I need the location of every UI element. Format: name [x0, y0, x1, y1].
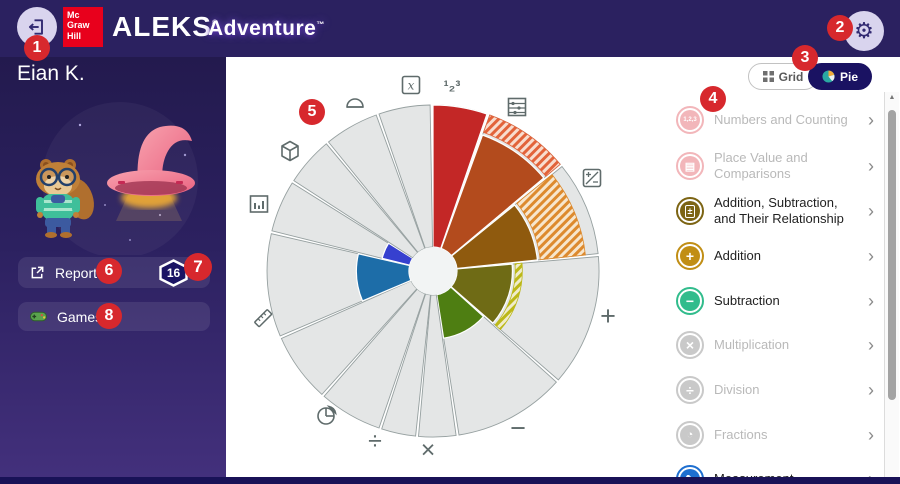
topic-label: Measurement	[714, 471, 848, 477]
topic-item-numbers-and-counting[interactable]: 1,2,3 Numbers and Counting ›	[676, 98, 882, 142]
chevron-right-icon: ›	[868, 379, 874, 400]
topic-item-place-value[interactable]: ▤ Place Value and Comparisons ›	[676, 144, 882, 188]
topic-item-multiplication[interactable]: × Multiplication ›	[676, 323, 882, 367]
view-toggle: Grid Pie	[748, 63, 872, 90]
chevron-right-icon: ›	[868, 109, 874, 130]
chevron-right-icon: ›	[868, 245, 874, 266]
pie-label: Pie	[839, 69, 858, 84]
callout-6: 6	[96, 258, 122, 284]
callout-3: 3	[792, 45, 818, 71]
pie-wedge-hatch-seg-3[interactable]	[516, 174, 586, 261]
svg-text:x: x	[408, 79, 415, 93]
document-icon: ▤	[676, 152, 704, 180]
ruler-icon	[251, 306, 275, 330]
pie-chart-icon	[315, 403, 339, 427]
fraction-icon: ◔	[676, 421, 704, 449]
topic-label: Place Value and Comparisons	[714, 149, 808, 181]
topic-item-addition[interactable]: + Addition ›	[676, 234, 882, 278]
gear-icon: ⚙	[854, 18, 874, 43]
pie-wedge-hatch-seg-2[interactable]	[482, 114, 561, 177]
plus-icon: +	[676, 242, 704, 270]
bottom-bar	[0, 477, 900, 484]
topic-item-division[interactable]: ÷ Division ›	[676, 368, 882, 412]
mh-logo-line: Mc	[67, 10, 80, 20]
pie-view-icon	[822, 70, 835, 83]
external-link-icon	[31, 266, 44, 279]
main-content: Grid Pie	[226, 57, 900, 477]
divide-icon: ÷	[368, 426, 382, 455]
topic-item-subtraction[interactable]: − Subtraction ›	[676, 279, 882, 323]
topics-scrollbar[interactable]: ▲	[884, 92, 899, 477]
pie-wedge-hatch-seg-4[interactable]	[494, 262, 523, 331]
topic-label: Addition	[714, 247, 761, 263]
chevron-right-icon: ›	[868, 290, 874, 311]
topic-label: Numbers and Counting	[714, 111, 848, 127]
character-illustration	[36, 102, 198, 255]
topic-label: Subtraction	[714, 292, 780, 308]
pie-wedge-seg-13[interactable]	[327, 114, 426, 253]
topic-label: Multiplication	[714, 336, 790, 352]
student-name: Eian K.	[17, 62, 85, 85]
chevron-right-icon: ›	[868, 424, 874, 445]
abacus-icon	[505, 95, 529, 119]
plus-icon: +	[600, 300, 616, 331]
topic-item-addition-subtraction-relationship[interactable]: ± Addition, Subtraction, and Their Relat…	[676, 189, 882, 233]
cube-icon	[278, 139, 302, 163]
product-title: Adventure™	[208, 17, 325, 40]
spaceship-illustration	[107, 125, 195, 221]
topic-item-measurement[interactable]: ✎ Measurement ›	[676, 457, 882, 477]
callout-4: 4	[700, 86, 726, 112]
topic-label: Division	[714, 381, 760, 397]
exit-icon	[28, 19, 43, 35]
brand-title: ALEKS®	[112, 11, 219, 42]
chevron-right-icon: ›	[868, 334, 874, 355]
scroll-up-arrow[interactable]: ▲	[888, 94, 896, 101]
callout-7: 7	[184, 253, 212, 281]
reports-count: 16	[167, 266, 181, 280]
pencil-icon: ✎	[676, 465, 704, 477]
mh-logo-line: Graw	[67, 20, 90, 31]
callout-2: 2	[827, 15, 853, 41]
numbers-icon: ¹₂³	[443, 77, 461, 95]
callout-5: 5	[299, 99, 325, 125]
reports-label: Reports	[55, 264, 105, 281]
scrollbar-thumb[interactable]	[888, 110, 896, 400]
games-label: Games	[57, 308, 103, 325]
callout-1: 1	[24, 35, 50, 61]
pie-view-button[interactable]: Pie	[808, 63, 872, 90]
chevron-right-icon: ›	[868, 155, 874, 176]
minus-icon: −	[510, 412, 526, 443]
game-controller-icon	[30, 311, 47, 322]
minus-icon: −	[676, 287, 704, 315]
grid-label: Grid	[778, 69, 804, 84]
variable-x-icon: x	[399, 73, 423, 97]
multiply-icon: ×	[676, 331, 704, 359]
squirrel-character	[36, 159, 94, 238]
mcgraw-hill-logo: Mc Graw Hill	[63, 7, 103, 47]
chevron-right-icon: ›	[868, 469, 874, 478]
grid-view-button[interactable]: Grid	[748, 63, 818, 90]
numbers-icon: 1,2,3	[676, 106, 704, 134]
chevron-right-icon: ›	[868, 200, 874, 221]
product-trademark: ™	[316, 20, 325, 29]
mh-logo-line: Hill	[67, 30, 82, 41]
protractor-icon	[343, 91, 367, 115]
pie-wedge-fill-seg-2[interactable]	[440, 134, 545, 257]
topic-label: Fractions	[714, 426, 768, 442]
top-bar: Mc Graw Hill ALEKS® Adventure™ ⚙	[0, 0, 900, 57]
pie-wedge-fill-seg-3[interactable]	[450, 204, 539, 270]
plus-minus-box-icon: ±	[676, 197, 704, 225]
pie-center	[409, 247, 457, 295]
divide-icon: ÷	[676, 376, 704, 404]
brand-trademark: ®	[211, 18, 219, 28]
bar-chart-icon	[247, 192, 271, 216]
progress-pie[interactable]	[253, 91, 613, 451]
topic-item-fractions[interactable]: ◔ Fractions ›	[676, 413, 882, 457]
plus-minus-box-icon	[580, 166, 604, 190]
topic-label: Addition, Subtraction, and Their Relatio…	[714, 194, 844, 226]
callout-8: 8	[96, 303, 122, 329]
multiply-icon: ×	[420, 435, 436, 464]
grid-icon	[762, 71, 774, 82]
